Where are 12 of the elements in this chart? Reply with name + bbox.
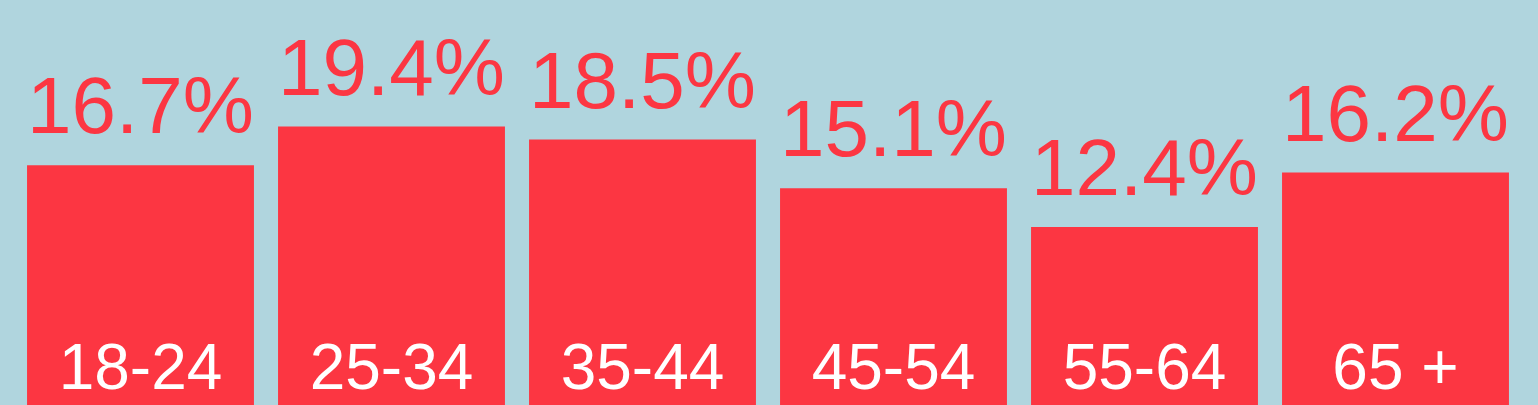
data-label: 16.2% <box>1282 68 1509 158</box>
x-tick-label: 18-24 <box>58 331 223 403</box>
data-label: 18.5% <box>529 35 756 125</box>
x-tick-label: 35-44 <box>560 331 725 403</box>
data-label: 19.4% <box>278 22 505 112</box>
data-label: 12.4% <box>1031 123 1258 213</box>
x-tick-label: 25-34 <box>309 331 474 403</box>
x-tick-label: 55-64 <box>1062 331 1227 403</box>
data-label: 16.7% <box>27 61 254 151</box>
data-label: 15.1% <box>780 84 1007 174</box>
x-tick-label: 45-54 <box>811 331 976 403</box>
x-tick-label: 65 + <box>1332 331 1459 403</box>
